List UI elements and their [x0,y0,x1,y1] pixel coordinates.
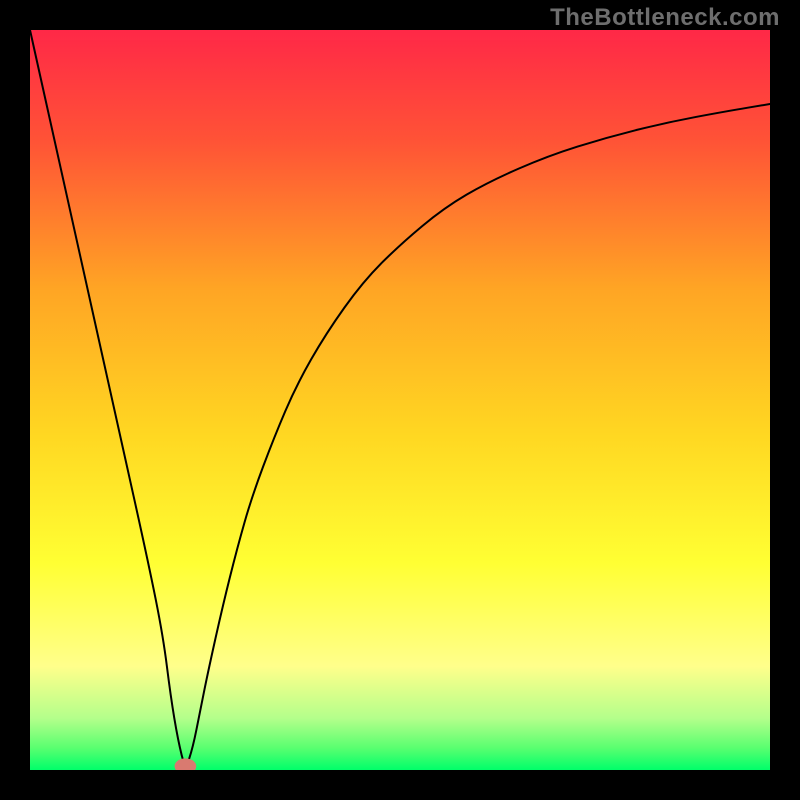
chart-frame: TheBottleneck.com [0,0,800,800]
chart-svg [30,30,770,770]
min-marker [175,759,196,770]
watermark-label: TheBottleneck.com [550,4,780,32]
plot-area [30,30,770,770]
chart-background [30,30,770,770]
